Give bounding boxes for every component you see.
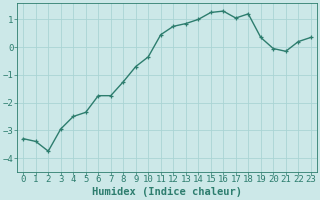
X-axis label: Humidex (Indice chaleur): Humidex (Indice chaleur) <box>92 187 242 197</box>
